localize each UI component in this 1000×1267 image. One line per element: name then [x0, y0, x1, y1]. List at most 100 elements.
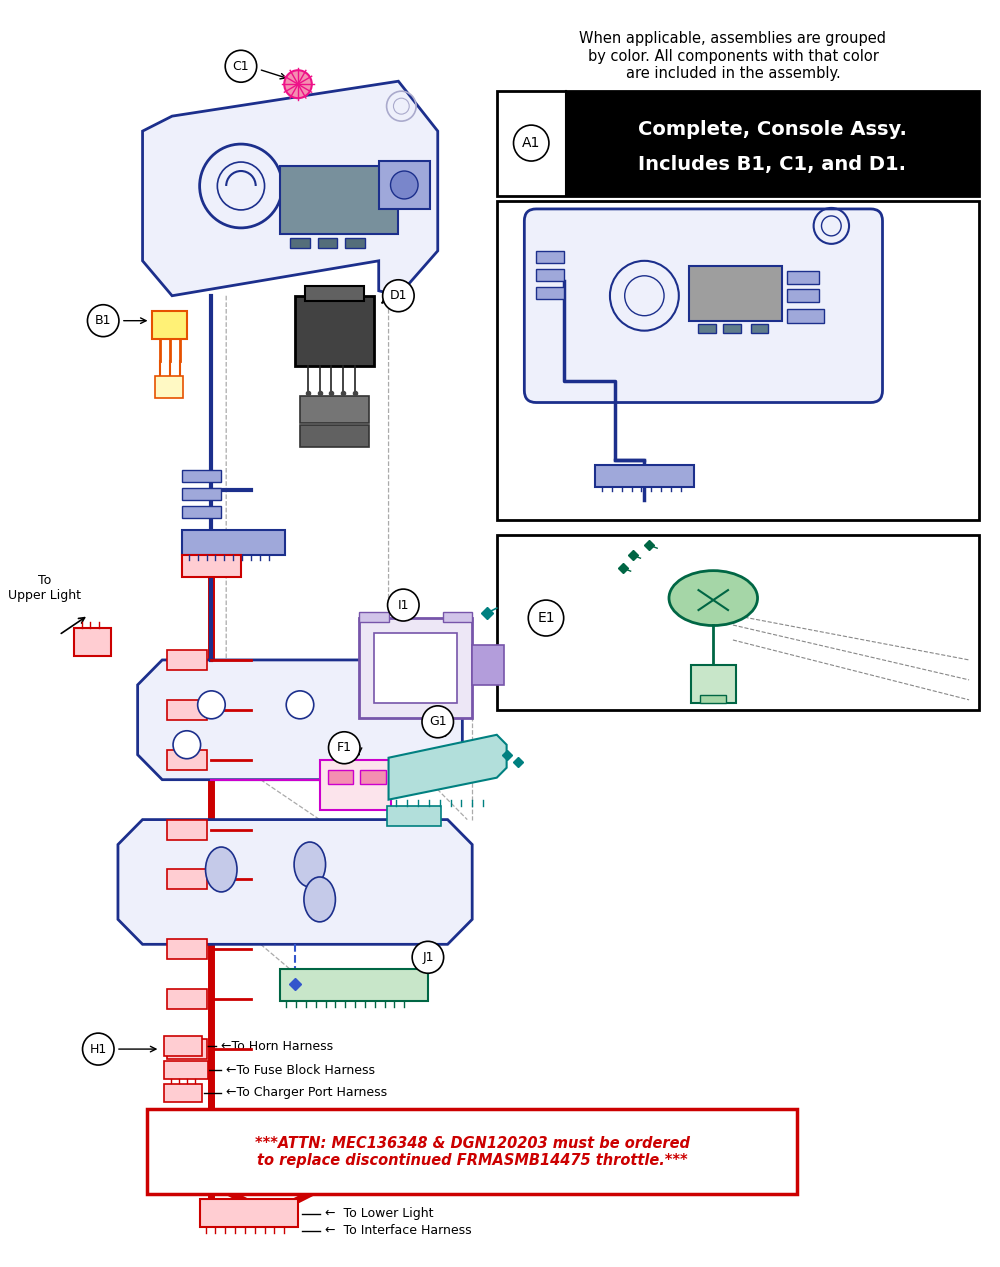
- Bar: [689, 266, 782, 321]
- Circle shape: [286, 691, 314, 718]
- Bar: [787, 289, 819, 302]
- Bar: [787, 309, 824, 323]
- Bar: [200, 1199, 298, 1226]
- Bar: [182, 470, 221, 483]
- Text: B1: B1: [95, 314, 111, 327]
- Bar: [698, 323, 716, 333]
- Bar: [182, 507, 221, 518]
- Bar: [787, 271, 819, 284]
- Bar: [536, 286, 564, 299]
- Bar: [74, 628, 111, 656]
- Bar: [345, 238, 365, 248]
- Bar: [300, 395, 369, 423]
- Bar: [209, 295, 213, 495]
- Circle shape: [284, 70, 312, 98]
- Circle shape: [412, 941, 444, 973]
- Text: E1: E1: [537, 611, 555, 625]
- Bar: [167, 820, 207, 840]
- Text: ***ATTN: MEC136348 & DGN120203 must be ordered
to replace discontinued FRMASMB14: ***ATTN: MEC136348 & DGN120203 must be o…: [255, 1135, 690, 1168]
- Bar: [167, 699, 207, 720]
- Circle shape: [422, 706, 453, 737]
- Circle shape: [514, 125, 549, 161]
- Text: F1: F1: [337, 741, 352, 754]
- Bar: [290, 238, 310, 248]
- Bar: [182, 555, 241, 578]
- Circle shape: [83, 1033, 114, 1066]
- Bar: [328, 769, 353, 784]
- Text: J1: J1: [422, 950, 434, 964]
- Polygon shape: [118, 820, 472, 944]
- Bar: [360, 769, 386, 784]
- Bar: [359, 618, 472, 718]
- Bar: [497, 535, 979, 710]
- Circle shape: [528, 601, 564, 636]
- Polygon shape: [138, 660, 462, 779]
- Bar: [167, 869, 207, 889]
- Bar: [164, 1085, 202, 1102]
- Circle shape: [225, 51, 257, 82]
- Circle shape: [329, 732, 360, 764]
- Circle shape: [383, 280, 414, 312]
- Bar: [751, 323, 768, 333]
- Bar: [167, 650, 207, 670]
- Bar: [167, 1039, 207, 1059]
- Polygon shape: [143, 81, 438, 295]
- Bar: [155, 375, 183, 398]
- Bar: [280, 166, 398, 234]
- Bar: [305, 286, 364, 300]
- Bar: [723, 323, 741, 333]
- Ellipse shape: [294, 843, 326, 887]
- Text: ←To Charger Port Harness: ←To Charger Port Harness: [226, 1087, 387, 1100]
- Bar: [320, 760, 391, 810]
- Bar: [595, 465, 694, 488]
- Bar: [497, 91, 979, 196]
- Text: ←To Horn Harness: ←To Horn Harness: [221, 1040, 333, 1053]
- Text: A1: A1: [522, 136, 540, 150]
- Polygon shape: [389, 735, 507, 799]
- Text: C1: C1: [233, 60, 249, 72]
- Text: To
Upper Light: To Upper Light: [8, 574, 81, 602]
- Text: ←To Fuse Block Harness: ←To Fuse Block Harness: [226, 1063, 375, 1077]
- Bar: [443, 612, 472, 622]
- Ellipse shape: [304, 877, 335, 922]
- Bar: [536, 251, 564, 262]
- Circle shape: [173, 731, 201, 759]
- Bar: [472, 645, 504, 685]
- Text: Complete, Console Assy.: Complete, Console Assy.: [638, 119, 907, 138]
- Bar: [167, 750, 207, 769]
- Bar: [164, 1060, 208, 1079]
- Bar: [295, 295, 374, 366]
- Circle shape: [391, 171, 418, 199]
- Text: D1: D1: [390, 289, 407, 303]
- Text: Includes B1, C1, and D1.: Includes B1, C1, and D1.: [638, 155, 906, 174]
- Bar: [359, 612, 389, 622]
- Bar: [691, 665, 736, 703]
- Bar: [567, 92, 978, 195]
- Text: ←  To Lower Light: ← To Lower Light: [325, 1207, 433, 1220]
- Text: H1: H1: [90, 1043, 107, 1055]
- Bar: [374, 634, 457, 703]
- Circle shape: [87, 305, 119, 337]
- Bar: [182, 488, 221, 500]
- Bar: [147, 1109, 797, 1194]
- Bar: [167, 939, 207, 959]
- Bar: [387, 806, 441, 826]
- Bar: [300, 426, 369, 447]
- Bar: [280, 969, 428, 1001]
- Ellipse shape: [669, 570, 758, 626]
- Bar: [700, 694, 726, 703]
- Bar: [497, 201, 979, 521]
- Bar: [379, 161, 430, 209]
- Text: G1: G1: [429, 716, 447, 729]
- Bar: [152, 310, 187, 338]
- Text: I1: I1: [398, 598, 409, 612]
- Bar: [536, 269, 564, 281]
- Ellipse shape: [206, 848, 237, 892]
- FancyBboxPatch shape: [524, 209, 883, 403]
- Bar: [318, 238, 337, 248]
- Bar: [164, 1036, 202, 1057]
- Circle shape: [198, 691, 225, 718]
- Bar: [182, 530, 285, 555]
- Bar: [167, 990, 207, 1010]
- Text: When applicable, assemblies are grouped
by color. All components with that color: When applicable, assemblies are grouped …: [579, 32, 886, 81]
